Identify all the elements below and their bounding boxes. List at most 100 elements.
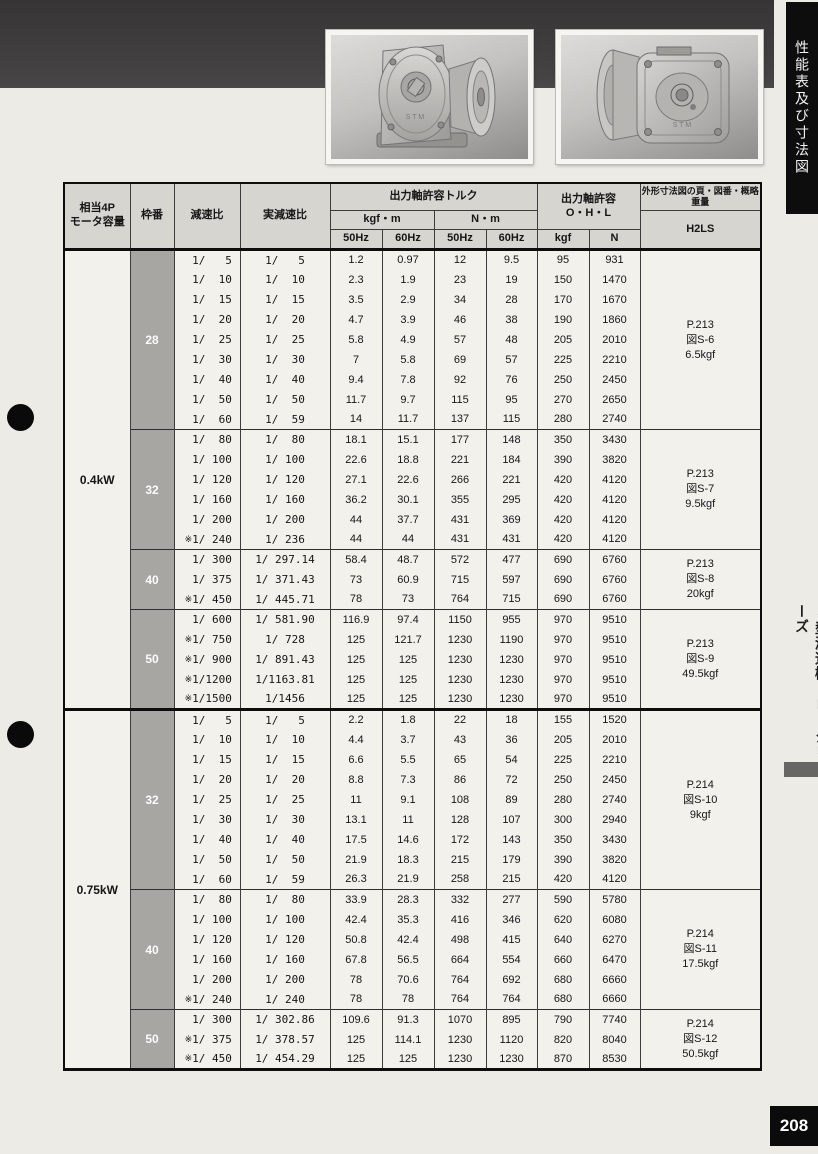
- actual-ratio-cell: 1/ 445.71: [239, 589, 330, 610]
- ratio-value: 1/ 450: [192, 1052, 232, 1066]
- value-cell: 205: [536, 729, 589, 750]
- actual-ratio-value: 1/ 15: [265, 293, 305, 306]
- ratio-value: 1/ 20: [192, 313, 232, 326]
- actual-ratio-cell: 1/ 378.57: [239, 1029, 330, 1050]
- gear-reducer-illustration-1: S T M: [376, 44, 496, 148]
- value-cell: 250: [536, 369, 589, 390]
- ratio-value: 1/ 50: [192, 853, 232, 866]
- value-cell: 7740: [588, 1009, 640, 1030]
- value-cell: 692: [485, 969, 537, 990]
- table-row: 1/ 50 1/ 50 11.7 9.7 115 95 270 2650: [64, 389, 761, 410]
- header-60hz-kgfm: 60Hz: [381, 229, 435, 251]
- asterisk-mark: ※: [184, 1035, 193, 1045]
- value-cell: 170: [536, 289, 589, 310]
- actual-ratio-value: 1/ 581.90: [255, 613, 315, 627]
- value-cell: 155: [536, 708, 589, 730]
- drawing-note-line: 6.5kgf: [685, 348, 716, 361]
- asterisk-mark: ※: [184, 1054, 193, 1065]
- actual-ratio-value: 1/ 371.43: [255, 573, 315, 586]
- drawing-note-cell: P.213 図S-7 9.5kgf: [639, 429, 761, 550]
- value-cell: 764: [433, 989, 486, 1010]
- value-cell: 597: [485, 569, 537, 590]
- actual-ratio-cell: 1/ 50: [239, 389, 330, 410]
- ratio-value: 1/ 160: [192, 953, 232, 966]
- value-cell: 6.6: [329, 749, 382, 770]
- value-cell: 44: [329, 529, 382, 550]
- ratio-value: 1/ 750: [192, 633, 232, 646]
- value-cell: 390: [536, 449, 589, 470]
- value-cell: 28.3: [381, 889, 434, 910]
- value-cell: 3820: [588, 449, 640, 470]
- value-cell: 37.7: [381, 509, 434, 530]
- value-cell: 350: [536, 429, 589, 450]
- value-cell: 76: [485, 369, 537, 390]
- value-cell: 2210: [588, 349, 640, 370]
- value-cell: 369: [485, 509, 537, 530]
- table-row: 1/ 10 1/ 10 4.4 3.7 43 36 205 2010: [64, 729, 761, 750]
- value-cell: 12: [433, 249, 486, 270]
- value-cell: 420: [536, 509, 589, 530]
- value-cell: 431: [485, 529, 537, 550]
- value-cell: 21.9: [381, 869, 434, 890]
- gear-reducer-illustration-2: S T M: [596, 46, 730, 144]
- actual-ratio-cell: 1/ 581.90: [239, 609, 330, 630]
- value-cell: 3.5: [329, 289, 382, 310]
- value-cell: 870: [536, 1049, 589, 1070]
- drawing-note-cell: P.213 図S-8 20kgf: [639, 549, 761, 610]
- value-cell: 78: [329, 989, 382, 1010]
- value-cell: 128: [433, 809, 486, 830]
- value-cell: 78: [329, 589, 382, 610]
- value-cell: 205: [536, 329, 589, 350]
- ratio-cell: ※1/1500: [173, 689, 240, 710]
- ratio-cell: 1/ 50: [173, 389, 240, 410]
- value-cell: 9510: [588, 669, 640, 690]
- ratio-cell: 1/ 20: [173, 309, 240, 330]
- value-cell: 764: [433, 589, 486, 610]
- value-cell: 15.1: [381, 429, 434, 450]
- page-number-box: 208: [770, 1106, 818, 1146]
- table-row: 1/ 100 1/ 100 42.4 35.3 416 346 620 6080: [64, 909, 761, 930]
- value-cell: 764: [433, 969, 486, 990]
- ratio-cell: 1/ 120: [173, 929, 240, 950]
- product-photo-front-view: S T M: [556, 30, 763, 164]
- ratio-value: 1/ 375: [192, 573, 232, 586]
- table-row: 50 1/ 600 1/ 581.90 116.9 97.4 1150 955 970 9510…: [64, 609, 761, 710]
- table-row: 1/ 120 1/ 120 50.8 42.4 498 415 640 6270: [64, 929, 761, 950]
- value-cell: 2.2: [329, 708, 382, 730]
- value-cell: 137: [433, 409, 486, 430]
- ratio-cell: ※1/ 240: [173, 529, 240, 550]
- table-row: 0.75kW 32 1/ 5 1/ 5 2.2 1.8 22 18 155 1520 P.214 図S…: [64, 708, 761, 1070]
- value-cell: 2010: [588, 729, 640, 750]
- actual-ratio-value: 1/ 40: [265, 833, 305, 846]
- table-row: 1/ 25 1/ 25 5.8 4.9 57 48 205 2010: [64, 329, 761, 350]
- actual-ratio-value: 1/ 100: [265, 453, 305, 466]
- actual-ratio-value: 1/ 160: [265, 493, 305, 506]
- header-50hz-nm: 50Hz: [433, 229, 487, 251]
- actual-ratio-value: 1/ 59: [265, 412, 305, 426]
- value-cell: 11: [329, 789, 382, 810]
- value-cell: 477: [485, 549, 537, 570]
- table-row: ※1/ 450 1/ 454.29 125 125 1230 1230 870 8530: [64, 1049, 761, 1070]
- value-cell: 764: [485, 989, 537, 1010]
- value-cell: 572: [433, 549, 486, 570]
- header-frame-number: 枠番: [129, 182, 175, 251]
- value-cell: 78: [329, 969, 382, 990]
- table-row: 1/ 25 1/ 25 11 9.1 108 89 280 2740: [64, 789, 761, 810]
- value-cell: 9.1: [381, 789, 434, 810]
- value-cell: 57: [433, 329, 486, 350]
- value-cell: 67.8: [329, 949, 382, 970]
- value-cell: 3430: [588, 429, 640, 450]
- header-actual-reduction-ratio: 実減速比: [239, 182, 331, 251]
- value-cell: 21.9: [329, 849, 382, 870]
- ratio-cell: 1/ 80: [173, 429, 240, 450]
- value-cell: 172: [433, 829, 486, 850]
- ratio-cell: ※1/1200: [173, 669, 240, 690]
- drawing-note-line: P.213: [686, 637, 714, 650]
- ratio-cell: 1/ 10: [173, 269, 240, 290]
- value-cell: 2450: [588, 369, 640, 390]
- table-row: 1/ 40 1/ 40 17.5 14.6 172 143 350 3430: [64, 829, 761, 850]
- actual-ratio-cell: 1/ 25: [239, 329, 330, 350]
- value-cell: 225: [536, 749, 589, 770]
- ratio-value: 1/ 100: [192, 913, 232, 926]
- value-cell: 18: [485, 708, 537, 730]
